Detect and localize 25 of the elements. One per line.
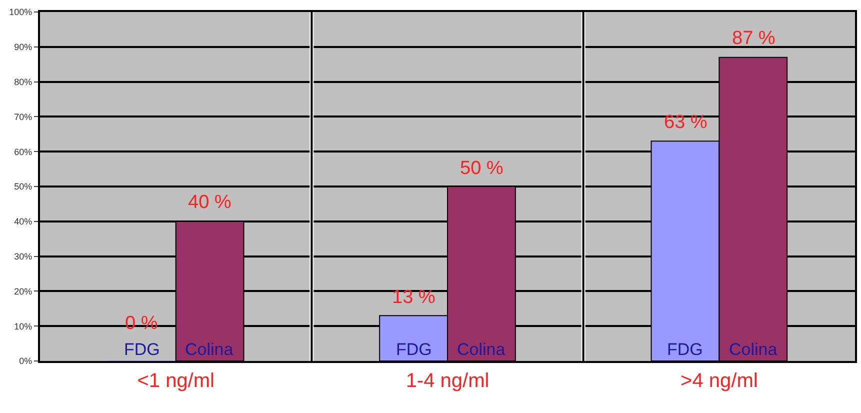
data-label: 40 % — [188, 192, 232, 213]
y-tick-label: 70% — [14, 112, 32, 122]
x-tick-label: >4 ng/ml — [680, 370, 758, 392]
y-tick-label: 60% — [14, 146, 32, 157]
y-tick-label: 40% — [14, 216, 32, 227]
text: FDG — [396, 340, 432, 359]
series-label: Colina — [185, 340, 234, 359]
x-tick-label: <1 ng/ml — [137, 370, 214, 392]
y-tick-label: 10% — [14, 321, 32, 332]
data-label: 13 % — [392, 287, 436, 308]
y-tick-label: 30% — [14, 251, 32, 262]
series-label: FDG — [124, 340, 160, 359]
x-tick-label: 1-4 ng/ml — [406, 370, 490, 392]
y-tick-label: 90% — [14, 42, 32, 52]
text: FDG — [667, 340, 703, 359]
y-tick-label: 20% — [14, 286, 32, 296]
data-label: 50 % — [460, 158, 504, 179]
text: Colina — [457, 340, 506, 359]
y-tick-label: 100% — [9, 7, 32, 18]
data-label: 87 % — [732, 28, 776, 49]
y-tick-label: 50% — [14, 182, 32, 192]
text: Colina — [729, 340, 778, 359]
y-tick-label: 80% — [14, 76, 32, 87]
data-label: 63 % — [664, 112, 708, 133]
y-tick-label: 0% — [19, 356, 32, 366]
